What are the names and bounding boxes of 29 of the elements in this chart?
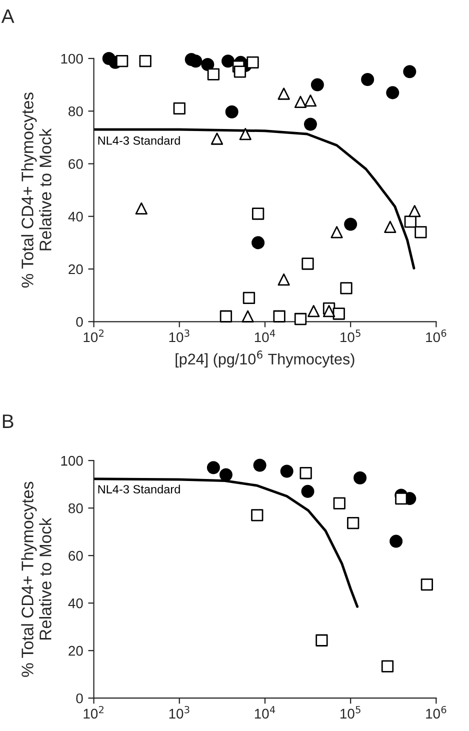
text: A [1, 9, 14, 23]
y-tick-label: 20 [68, 264, 83, 274]
x-tick-label: 10$^{6}$ [426, 329, 446, 342]
x-tick-label: 10$^{5}$ [340, 706, 360, 719]
y-axis-title: % Total CD4+ Thymocytes Relative to Mock [21, 482, 52, 677]
x-axis-title: [p24] (pg/10$^{6}$ Thymocytes) [176, 350, 354, 368]
x-tick-label: 10$^{5}$ [340, 330, 360, 342]
y-tick-label: 0 [76, 316, 83, 327]
y-tick-label: 60 [68, 159, 83, 169]
y-tick-label: 60 [68, 550, 83, 561]
series-label: NL4-3 Standard [98, 136, 180, 145]
x-tick-label: 10$^{6}$ [426, 706, 446, 719]
y-tick-label: 20 [68, 646, 83, 656]
text: B [2, 414, 14, 428]
x-tick-label: 10$^{3}$ [169, 329, 190, 342]
y-tick-label: 100 [61, 54, 83, 64]
x-tick-label: 10$^{3}$ [169, 706, 190, 719]
y-tick-label: 40 [68, 598, 83, 608]
x-tick-label: 10$^{4}$ [254, 706, 276, 719]
y-tick-label: 0 [76, 693, 83, 704]
x-tick-label: 10$^{2}$ [84, 706, 104, 719]
y-tick-label: 80 [68, 503, 83, 514]
x-tick-label: 10$^{2}$ [84, 329, 104, 342]
y-axis-title: % Total CD4+ Thymocytes Relative to Mock [21, 92, 52, 288]
y-tick-label: 80 [68, 106, 83, 116]
y-tick-label: 40 [68, 212, 83, 222]
y-tick-label: 100 [61, 456, 83, 466]
x-tick-label: 10$^{4}$ [254, 330, 276, 342]
series-label: NL4-3 Standard [98, 484, 180, 494]
